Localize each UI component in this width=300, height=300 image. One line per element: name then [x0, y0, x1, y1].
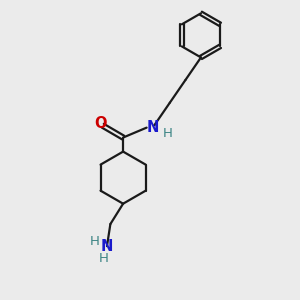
Text: H: H: [89, 235, 99, 248]
Text: N: N: [147, 120, 159, 135]
Text: O: O: [94, 116, 107, 131]
Text: H: H: [163, 128, 172, 140]
Text: N: N: [101, 239, 113, 254]
Text: H: H: [99, 251, 109, 265]
